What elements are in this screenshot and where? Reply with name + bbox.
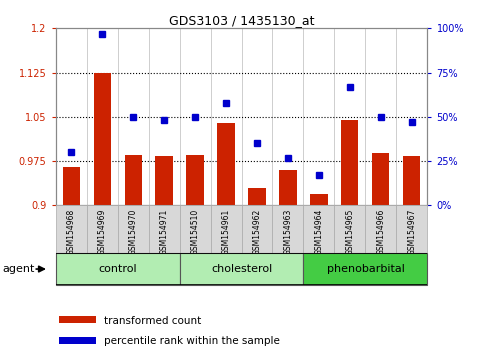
Text: transformed count: transformed count xyxy=(104,315,201,326)
Text: GSM154966: GSM154966 xyxy=(376,209,385,255)
Bar xyxy=(366,205,397,253)
Bar xyxy=(272,205,303,253)
Text: phenobarbital: phenobarbital xyxy=(327,264,404,274)
Text: GSM154970: GSM154970 xyxy=(128,209,138,255)
Bar xyxy=(59,316,97,323)
Text: GSM154965: GSM154965 xyxy=(345,209,355,255)
Bar xyxy=(56,205,86,253)
Text: GSM154962: GSM154962 xyxy=(253,209,261,255)
Text: GSM154967: GSM154967 xyxy=(408,209,416,255)
Bar xyxy=(125,155,142,205)
Bar xyxy=(149,205,180,253)
Bar xyxy=(303,205,334,253)
Text: control: control xyxy=(98,264,137,274)
Bar xyxy=(372,153,389,205)
Bar xyxy=(341,120,358,205)
Bar xyxy=(248,188,266,205)
Text: percentile rank within the sample: percentile rank within the sample xyxy=(104,336,280,346)
Bar xyxy=(180,253,303,285)
Text: agent: agent xyxy=(3,264,35,274)
Bar xyxy=(334,205,366,253)
Bar xyxy=(56,253,180,285)
Text: GSM154963: GSM154963 xyxy=(284,209,293,255)
Bar xyxy=(280,170,297,205)
Bar xyxy=(59,337,97,343)
Title: GDS3103 / 1435130_at: GDS3103 / 1435130_at xyxy=(169,14,314,27)
Bar xyxy=(180,205,211,253)
Bar xyxy=(397,205,427,253)
Bar xyxy=(242,205,272,253)
Bar xyxy=(62,167,80,205)
Bar xyxy=(311,194,327,205)
Bar xyxy=(186,155,203,205)
Text: GSM154510: GSM154510 xyxy=(190,209,199,255)
Bar xyxy=(156,156,172,205)
Bar xyxy=(403,156,421,205)
Bar xyxy=(211,205,242,253)
Bar xyxy=(217,123,235,205)
Text: GSM154969: GSM154969 xyxy=(98,209,107,255)
Bar xyxy=(303,253,427,285)
Bar xyxy=(94,73,111,205)
Text: GSM154971: GSM154971 xyxy=(159,209,169,255)
Bar xyxy=(117,205,149,253)
Text: cholesterol: cholesterol xyxy=(211,264,272,274)
Text: GSM154961: GSM154961 xyxy=(222,209,230,255)
Bar xyxy=(86,205,117,253)
Text: GSM154964: GSM154964 xyxy=(314,209,324,255)
Text: GSM154968: GSM154968 xyxy=(67,209,75,255)
